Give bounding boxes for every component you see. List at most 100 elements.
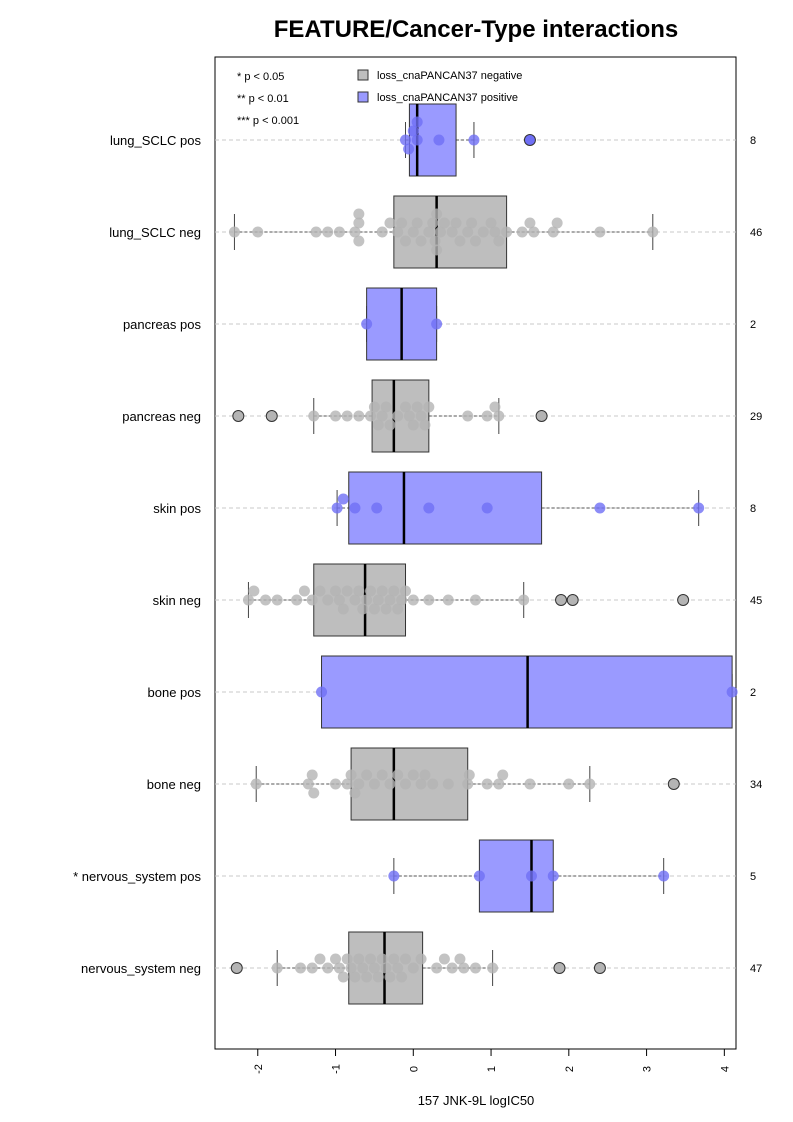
row-5-point-17 [365,585,377,597]
x-axis-label: 157 JNK-9L logIC50 [418,1093,535,1108]
row-1-point-24 [446,226,458,238]
row-8-point-1 [473,870,485,882]
row-4-point-5 [481,502,493,514]
row-3-outlier-2 [535,410,548,422]
row-5-point-9 [330,585,342,597]
x-axis: -2 -1 0 1 2 3 4 [253,1049,731,1074]
row-1-point-12 [396,217,408,229]
row-5-point-31 [518,594,530,606]
row-8-point-4 [658,870,670,882]
row-3-outlier-1 [265,410,278,422]
row-7-point-19 [442,778,454,790]
row-7-point-7 [349,787,361,799]
row-9-point-7 [337,971,349,983]
row-8-point-0 [388,870,400,882]
row-1-point-6 [353,217,365,229]
row-1-point-33 [493,235,505,247]
row-8-label: * nervous_system pos [73,869,201,884]
row-5-point-30 [470,594,481,606]
row-1-point-9 [376,226,388,238]
row-7-outlier-0 [667,778,680,790]
row-9-point-0 [271,962,283,974]
row-4-point-7 [693,502,705,514]
row-3-point-10 [392,410,404,422]
row-1-point-39 [551,217,563,229]
row-1-point-17 [423,226,435,238]
row-5-point-21 [380,603,392,615]
row-1-point-1 [252,226,264,238]
row-1-point-29 [470,235,481,247]
row-1-point-11 [392,226,404,238]
row-5-outlier-1 [566,594,579,606]
row-1-point-27 [462,226,474,238]
row-3-point-14 [411,401,423,413]
row-3-point-0 [308,410,320,422]
row-3-label: pancreas neg [122,409,201,424]
row-1-point-36 [524,217,536,229]
row-7-count: 34 [750,779,762,791]
row-7-point-14 [400,778,412,790]
row-1-point-2 [310,226,322,238]
row-9-point-22 [396,971,408,983]
row-7-point-2 [306,769,318,781]
row-7-point-21 [463,769,475,781]
row-4-count: 8 [750,503,756,515]
row-9-point-14 [365,953,377,965]
significance-legend: * p < 0.05 ** p < 0.01 *** p < 0.001 [237,71,299,127]
row-3-point-7 [376,410,388,422]
row-5-point-4 [291,594,303,606]
row-1-point-3 [322,226,334,238]
row-5-point-29 [442,594,454,606]
row-2-count: 2 [750,319,756,331]
row-3-point-3 [353,410,365,422]
row-7-point-4 [330,778,342,790]
row-3-point-15 [415,410,427,422]
row-2-point-1 [431,318,443,330]
row-7-point-3 [308,787,320,799]
row-5-point-2 [260,594,272,606]
x-tick-label-3: 1 [486,1066,498,1072]
row-7-point-5 [341,778,353,790]
row-0-point-3 [400,134,412,146]
row-8-point-2 [525,870,537,882]
x-tick-label-5: 3 [642,1066,654,1072]
row-9-point-4 [322,962,334,974]
row-9-point-1 [295,962,307,974]
plot-frame [214,56,737,1050]
row-1-point-28 [466,217,478,229]
color-legend: loss_cnaPANCAN37 negative loss_cnaPANCAN3… [357,69,522,104]
row-5-point-5 [298,585,310,597]
row-1-point-34 [501,226,513,238]
row-9-outlier-1 [553,962,566,974]
row-3-outlier-0 [232,410,245,422]
row-8-point-3 [547,870,559,882]
row-9-label: nervous_system neg [81,961,201,976]
row-6-label: bone pos [148,685,202,700]
row-0-outlier-0 [523,134,536,146]
row-9-point-24 [407,962,419,974]
row-3-point-18 [462,410,474,422]
row-3-point-12 [403,410,415,422]
row-5-point-22 [384,594,396,606]
row-9-point-18 [380,962,392,974]
row-0-point-2 [403,143,415,155]
row-3-point-8 [380,401,392,413]
row-1-point-16 [415,235,427,247]
row-4-point-0 [331,502,343,514]
row-9-point-12 [357,962,369,974]
row-7-point-13 [392,769,404,781]
row-9-point-31 [470,962,481,974]
row-9-outlier-2 [593,962,606,974]
row-9-point-30 [458,962,470,974]
row-3-point-4 [365,410,377,422]
row-6-count: 2 [750,687,756,699]
row-5-point-20 [376,585,388,597]
row-1-point-8 [353,208,365,220]
row-7-point-12 [384,778,396,790]
row-1-point-41 [647,226,659,238]
data-points [228,116,738,983]
row-3-point-17 [423,401,435,413]
significance-legend-item-1: ** p < 0.01 [237,93,289,105]
row-9-point-10 [349,971,361,983]
